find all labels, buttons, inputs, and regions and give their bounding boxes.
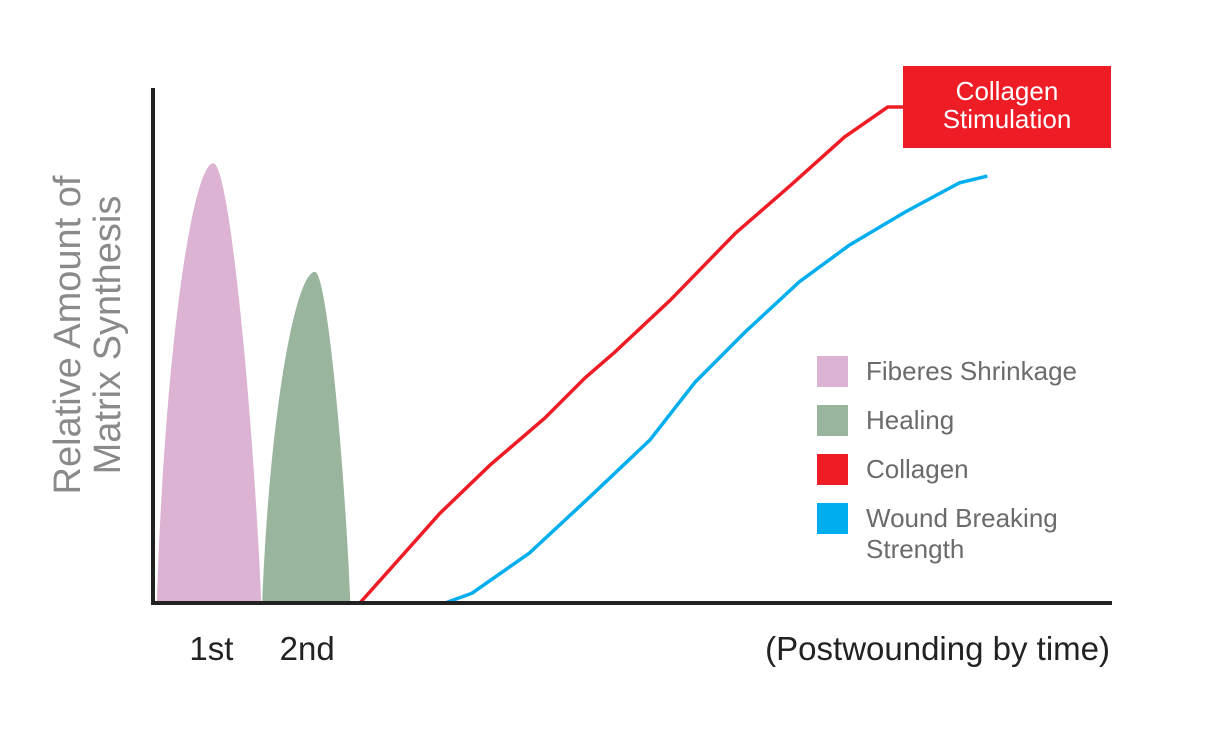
y-axis-label: Matrix Synthesis: [87, 196, 129, 475]
legend-swatch: [817, 454, 848, 485]
x-axis-label: (Postwounding by time): [765, 630, 1110, 667]
legend-label: Fiberes Shrinkage: [866, 356, 1077, 386]
x-tick-label: 1st: [189, 630, 233, 667]
annotation: Stimulation: [943, 104, 1072, 134]
area: [156, 163, 262, 603]
y-axis-label: Relative Amount of: [47, 175, 89, 494]
legend-item: Fiberes Shrinkage: [817, 356, 1097, 387]
annotation: Collagen: [956, 76, 1059, 106]
legend-item: Healing: [817, 405, 1097, 436]
area: [262, 271, 351, 603]
x-tick-label: 2nd: [280, 630, 335, 667]
line: [358, 105, 905, 605]
legend-label: Collagen: [866, 454, 969, 484]
line: [444, 174, 988, 605]
plot: [156, 105, 988, 605]
legend: Fiberes Shrinkage Healing Collagen Wound Br…: [817, 356, 1097, 583]
legend-swatch: [817, 405, 848, 436]
legend-swatch: [817, 356, 848, 387]
legend-item: Collagen: [817, 454, 1097, 485]
legend-label: Wound Breaking Strength: [866, 503, 1058, 564]
annotation-box: [903, 66, 1111, 148]
legend-label: Healing: [866, 405, 955, 435]
legend-swatch: [817, 503, 848, 534]
legend-item: Wound Breaking Strength: [817, 503, 1097, 565]
